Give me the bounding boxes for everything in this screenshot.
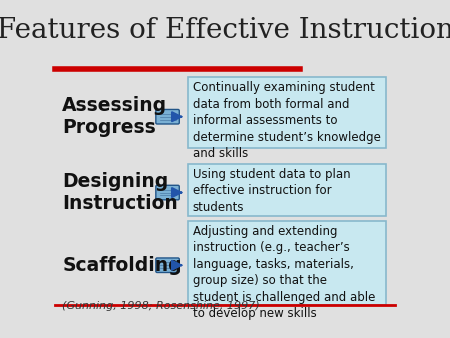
Text: Continually examining student
data from both formal and
informal assessments to
: Continually examining student data from …: [193, 81, 381, 160]
Text: Features of Effective Instruction: Features of Effective Instruction: [0, 17, 450, 44]
FancyBboxPatch shape: [156, 258, 179, 272]
FancyBboxPatch shape: [188, 77, 386, 148]
FancyBboxPatch shape: [156, 110, 179, 124]
FancyBboxPatch shape: [188, 164, 386, 216]
FancyBboxPatch shape: [188, 221, 386, 305]
Text: Using student data to plan
effective instruction for
students: Using student data to plan effective ins…: [193, 168, 351, 214]
Text: Adjusting and extending
instruction (e.g., teacher’s
language, tasks, materials,: Adjusting and extending instruction (e.g…: [193, 225, 375, 320]
FancyBboxPatch shape: [156, 185, 179, 200]
Text: (Gunning, 1998; Rosenshine, 1997): (Gunning, 1998; Rosenshine, 1997): [62, 301, 260, 311]
Text: Assessing
Progress: Assessing Progress: [62, 96, 167, 137]
Text: Designing
Instruction: Designing Instruction: [62, 172, 178, 213]
Text: Scaffolding: Scaffolding: [62, 256, 182, 275]
